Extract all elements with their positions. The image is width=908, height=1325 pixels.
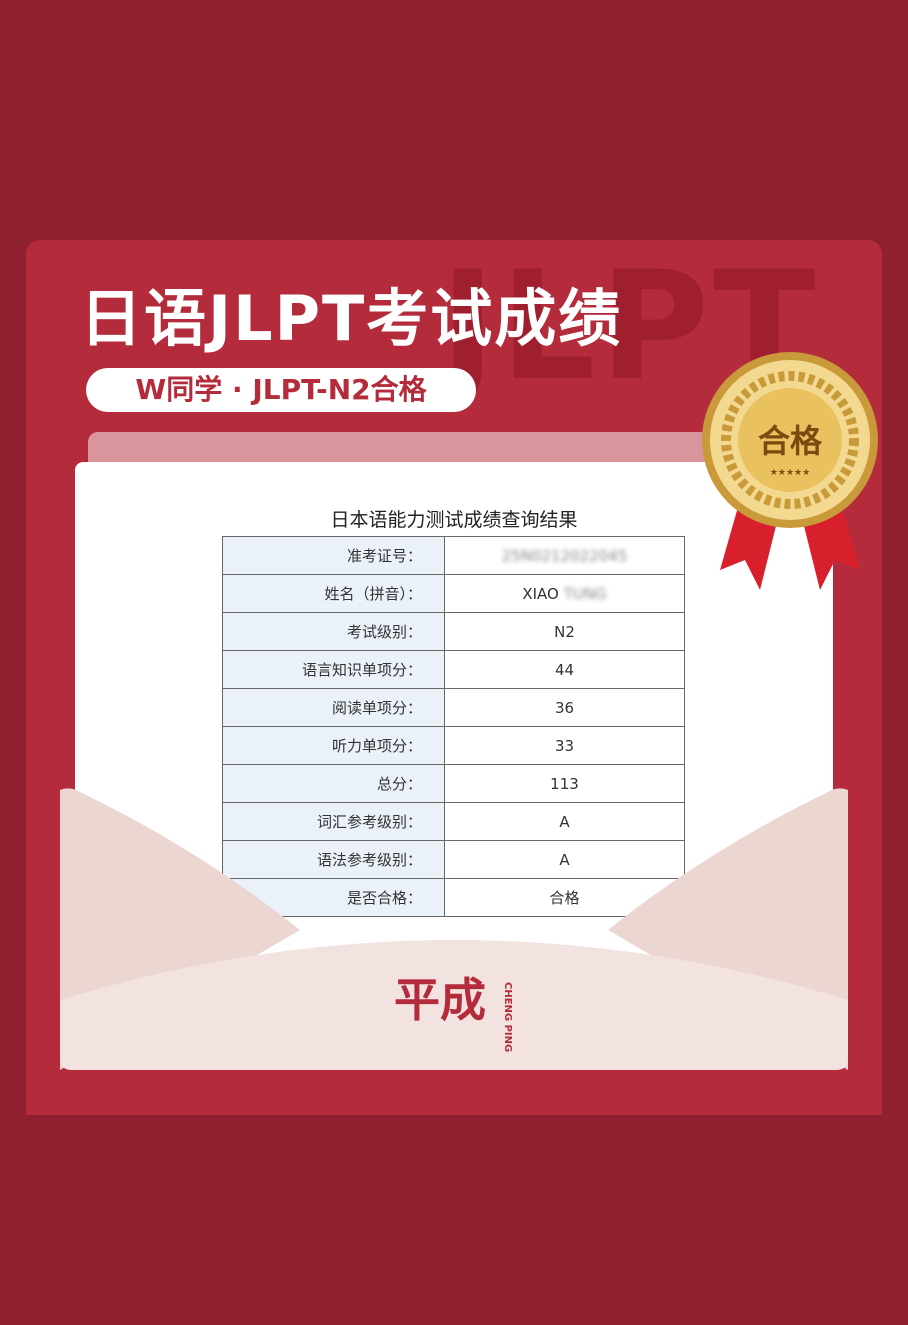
row-value: XIAO	[522, 584, 559, 603]
row-label: 阅读单项分：	[222, 688, 445, 727]
row-label: 考试级别：	[222, 612, 445, 651]
medal-stars: ★★★★★	[770, 468, 810, 478]
row-label: 准考证号：	[222, 536, 445, 575]
row-value: 33	[554, 736, 575, 755]
title: 日语JLPT考试成绩	[80, 282, 623, 355]
table-row: 词汇参考级别： A	[222, 802, 685, 841]
table-title: 日本语能力测试成绩查询结果	[330, 509, 578, 531]
table-row: 阅读单项分： 36	[222, 688, 685, 727]
row-label: 词汇参考级别：	[222, 802, 445, 841]
table-row: 是否合格： 合格	[222, 878, 685, 917]
table-row: 考试级别： N2	[222, 612, 685, 651]
row-value: A	[559, 850, 570, 869]
row-label: 语言知识单项分：	[222, 650, 445, 689]
row-value: 113	[550, 774, 579, 793]
row-label: 姓名（拼音）：	[222, 574, 445, 613]
row-label: 语法参考级别：	[222, 840, 445, 879]
row-value-hidden: TUNG	[563, 584, 607, 603]
row-value: A	[559, 812, 570, 831]
table-row: 总分： 113	[222, 764, 685, 803]
row-value: 25N0212022045	[501, 546, 628, 565]
table-row: 准考证号： 25N0212022045	[222, 536, 685, 575]
table-row: 语法参考级别： A	[222, 840, 685, 879]
row-value-cell: 33	[444, 726, 685, 765]
table-row: 姓名（拼音）： XIAO TUNG	[222, 574, 685, 613]
medal-label: 合格	[758, 422, 823, 460]
table-row: 语言知识单项分： 44	[222, 650, 685, 689]
row-value: 44	[554, 660, 575, 679]
medal	[702, 352, 878, 590]
envelope-front	[60, 940, 848, 1070]
subtitle: W同学 · JLPT-N2合格	[86, 368, 476, 412]
row-label: 总分：	[222, 764, 445, 803]
row-value-cell: 113	[444, 764, 685, 803]
score-table: 准考证号： 25N0212022045 姓名（拼音）： XIAO TUNG 考试级别： N…	[222, 536, 685, 917]
row-value-cell: 36	[444, 688, 685, 727]
row-value: N2	[554, 622, 575, 641]
row-value-cell: 44	[444, 650, 685, 689]
row-value-cell: A	[444, 802, 685, 841]
logo-pinyin: CHENG PING	[502, 982, 513, 1052]
logo: 平成	[394, 973, 486, 1027]
row-value: 36	[554, 698, 575, 717]
row-value: 合格	[549, 889, 580, 907]
